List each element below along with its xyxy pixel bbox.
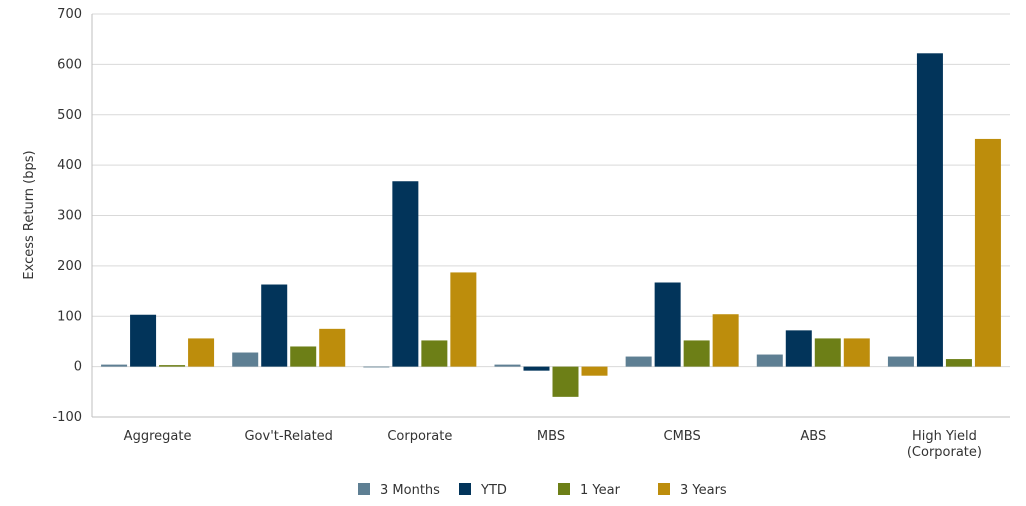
- bar-ytd: [261, 284, 288, 367]
- legend-swatch: [658, 483, 670, 495]
- y-tick-label: 400: [57, 158, 82, 173]
- bar-3-years: [450, 272, 477, 367]
- legend-item: 3 Years: [658, 483, 727, 498]
- y-tick-label: 100: [57, 309, 82, 324]
- y-axis-label: Excess Return (bps): [22, 150, 37, 279]
- bar-3-years: [188, 338, 215, 367]
- legend-item: 1 Year: [558, 483, 621, 498]
- bar-ytd: [785, 330, 812, 367]
- bar-3-months: [756, 354, 783, 367]
- bar-ytd: [654, 282, 681, 367]
- bar-3-months: [232, 352, 259, 367]
- legend-item: YTD: [459, 483, 507, 498]
- x-category-labels: Aggregate Gov't-Related Corporate MBS CMBS AB…: [124, 429, 982, 460]
- y-tick-label: 600: [57, 57, 82, 72]
- y-tick-label: 0: [74, 360, 82, 375]
- bar-3-months: [625, 356, 652, 367]
- bar-3-years: [712, 314, 739, 367]
- x-category-label: CMBS: [664, 429, 701, 444]
- bar-3-months: [887, 356, 914, 367]
- x-category-label: ABS: [800, 429, 826, 444]
- bars: [101, 53, 1001, 397]
- bar-1-year: [159, 365, 186, 367]
- x-category-label: Aggregate: [124, 429, 192, 444]
- bar-ytd: [523, 366, 550, 371]
- bar-3-years: [581, 366, 608, 376]
- x-category-label: High Yield (Corporate): [907, 429, 982, 460]
- bar-3-months: [494, 364, 521, 367]
- axes: [91, 14, 1010, 418]
- bar-1-year: [421, 340, 448, 367]
- legend-item: 3 Months: [358, 483, 440, 498]
- legend-label: YTD: [480, 483, 507, 498]
- bar-1-year: [945, 359, 972, 367]
- legend-swatch: [558, 483, 570, 495]
- bar-1-year: [683, 340, 710, 367]
- legend-swatch: [358, 483, 370, 495]
- y-tick-label: 500: [57, 108, 82, 123]
- bar-3-years: [319, 328, 346, 367]
- legend-label: 1 Year: [580, 483, 621, 498]
- x-category-label: Corporate: [387, 429, 452, 444]
- y-tick-label: 200: [57, 259, 82, 274]
- y-tick-label: 300: [57, 209, 82, 224]
- y-tick-label: 700: [57, 7, 82, 22]
- bar-ytd: [392, 181, 419, 367]
- bar-1-year: [814, 338, 841, 367]
- legend-label: 3 Months: [380, 483, 440, 498]
- legend-label: 3 Years: [680, 483, 727, 498]
- bar-1-year: [552, 366, 579, 397]
- legend-swatch: [459, 483, 471, 495]
- bar-3-months: [363, 366, 390, 368]
- bar-3-years: [974, 138, 1001, 367]
- x-category-label: Gov't-Related: [244, 429, 332, 444]
- gridlines: [92, 13, 1010, 418]
- bar-3-months: [101, 364, 128, 367]
- bar-1-year: [290, 346, 317, 367]
- legend: 3 Months YTD 1 Year 3 Years: [358, 483, 727, 498]
- y-tick-label: -100: [52, 410, 82, 425]
- bar-ytd: [916, 53, 943, 367]
- y-tick-labels: -100 0 100 200 300 400 500 600 700: [52, 7, 82, 425]
- x-category-label: MBS: [537, 429, 565, 444]
- bar-ytd: [130, 314, 157, 367]
- bar-3-years: [843, 338, 870, 367]
